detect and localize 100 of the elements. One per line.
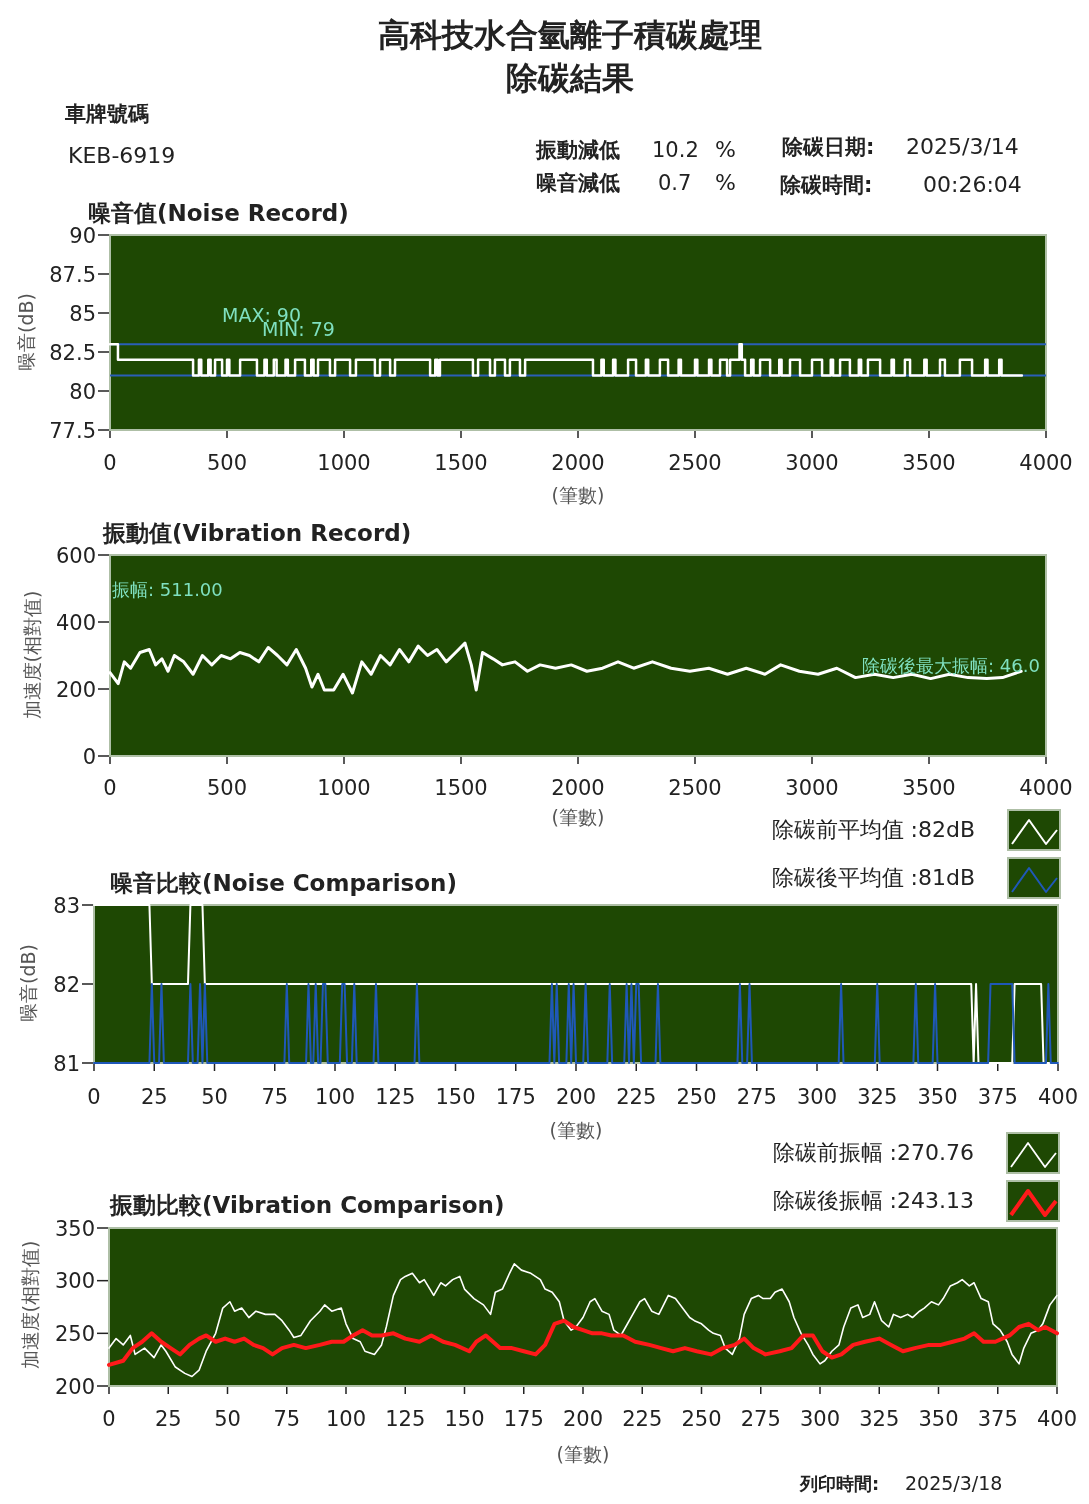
x-tick-label: 350: [917, 1085, 958, 1109]
text: 除碳時間:: [780, 173, 873, 197]
x-tick-label: 0: [103, 451, 117, 475]
text: 10.2: [652, 138, 699, 162]
x-tick-label: 125: [375, 1085, 416, 1109]
x-tick-label: 3000: [785, 451, 839, 475]
text: %: [715, 137, 736, 162]
x-tick-label: 25: [140, 1085, 168, 1109]
x-tick-label: 1000: [317, 451, 371, 475]
text: 振動減低: [535, 138, 620, 162]
text: 高科技水合氫離子積碳處理: [378, 16, 762, 54]
y-tick-label: 200: [55, 677, 96, 702]
y-axis-title: 加速度(相對值): [18, 1240, 41, 1370]
x-tick-label: 175: [503, 1407, 544, 1431]
text: 除碳結果: [506, 59, 634, 97]
text: 2025/3/14: [906, 134, 1019, 159]
x-tick-label: 1500: [434, 776, 488, 800]
y-tick-label: 81: [53, 1051, 80, 1076]
x-tick-label: 2500: [668, 776, 722, 800]
x-tick-label: 2000: [551, 451, 605, 475]
y-tick-label: 90: [69, 223, 96, 248]
x-tick-label: 200: [562, 1407, 604, 1431]
x-tick-label: 275: [736, 1085, 777, 1109]
y-tick-label: 300: [54, 1269, 95, 1294]
legend-label: 除碳前平均值 :82dB: [771, 817, 975, 842]
x-tick-label: 150: [444, 1407, 485, 1431]
x-tick-label: 300: [796, 1085, 838, 1109]
x-tick-label: 4000: [1019, 451, 1073, 475]
y-tick-label: 600: [55, 543, 96, 568]
x-tick-label: 300: [799, 1407, 841, 1431]
x-tick-label: 200: [555, 1085, 597, 1109]
x-tick-label: 50: [201, 1085, 228, 1109]
x-tick-label: 100: [325, 1407, 367, 1431]
legend-label: 除碳前振幅 :270.76: [772, 1140, 974, 1165]
y-axis-title: 加速度(相對值): [20, 590, 43, 720]
x-tick-label: 75: [261, 1085, 289, 1109]
x-tick-label: 0: [103, 776, 117, 800]
x-tick-label: 150: [435, 1085, 476, 1109]
x-tick-label: 500: [206, 776, 248, 800]
x-tick-label: 400: [1037, 1085, 1079, 1109]
line-series: [107, 1318, 1059, 1367]
text: 0.7: [658, 171, 692, 195]
y-tick-label: 85: [69, 301, 96, 326]
y-tick-label: 250: [54, 1321, 95, 1346]
x-tick-label: 75: [273, 1407, 301, 1431]
y-tick-label: 200: [54, 1374, 95, 1399]
x-tick-label: 4000: [1019, 776, 1073, 800]
x-axis-title: (筆數): [551, 806, 605, 828]
x-tick-label: 2000: [551, 776, 605, 800]
x-tick-label: 50: [214, 1407, 241, 1431]
x-tick-label: 325: [857, 1085, 898, 1109]
y-tick-label: 80: [69, 379, 96, 404]
x-tick-label: 375: [977, 1407, 1018, 1431]
line-series: [108, 1263, 1058, 1378]
x-axis-title: (筆數): [556, 1443, 610, 1465]
x-tick-label: 400: [1036, 1407, 1078, 1431]
chart-title: 振動比較(Vibration Comparison): [109, 1192, 505, 1218]
y-tick-label: 77.5: [49, 418, 96, 443]
text: %: [715, 170, 736, 195]
x-tick-label: 175: [495, 1085, 536, 1109]
x-tick-label: 350: [918, 1407, 959, 1431]
text: KEB-6919: [68, 143, 176, 168]
y-tick-label: 400: [55, 610, 96, 635]
x-tick-label: 25: [154, 1407, 182, 1431]
text: 噪音減低: [536, 171, 620, 195]
x-tick-label: 225: [616, 1085, 657, 1109]
text: 列印時間:: [799, 1473, 880, 1494]
x-tick-label: 225: [622, 1407, 663, 1431]
y-tick-label: 350: [54, 1216, 95, 1241]
x-tick-label: 3000: [785, 776, 839, 800]
x-tick-label: 3500: [902, 776, 956, 800]
x-tick-label: 3500: [902, 451, 956, 475]
x-tick-label: 325: [859, 1407, 900, 1431]
text: 2025/3/18: [905, 1472, 1003, 1494]
y-tick-label: 83: [53, 893, 80, 918]
x-tick-label: 1000: [317, 776, 371, 800]
annotation: 振幅: 511.00: [112, 579, 223, 600]
y-axis-title: 噪音(dB): [14, 293, 37, 371]
text: 車牌號碼: [64, 102, 149, 126]
y-axis-title: 噪音(dB): [16, 944, 39, 1022]
x-tick-label: 250: [681, 1407, 722, 1431]
legend-label: 除碳後平均值 :81dB: [771, 865, 975, 890]
y-tick-label: 82.5: [49, 340, 96, 365]
text: 00:26:04: [923, 172, 1022, 197]
y-tick-label: 0: [82, 744, 96, 769]
x-tick-label: 500: [206, 451, 248, 475]
chart-title: 噪音值(Noise Record): [88, 200, 349, 226]
x-tick-label: 125: [385, 1407, 426, 1431]
x-tick-label: 100: [314, 1085, 356, 1109]
x-axis-title: (筆數): [549, 1119, 603, 1141]
text: 除碳日期:: [782, 135, 875, 159]
chart-title: 噪音比較(Noise Comparison): [110, 870, 457, 896]
x-tick-label: 275: [740, 1407, 781, 1431]
x-tick-label: 250: [676, 1085, 717, 1109]
y-tick-label: 87.5: [49, 262, 96, 287]
x-tick-label: 0: [102, 1407, 116, 1431]
y-tick-label: 82: [53, 972, 80, 997]
x-tick-label: 375: [977, 1085, 1018, 1109]
x-tick-label: 2500: [668, 451, 722, 475]
annotation: 除碳後最大振幅: 46.0: [862, 655, 1040, 676]
